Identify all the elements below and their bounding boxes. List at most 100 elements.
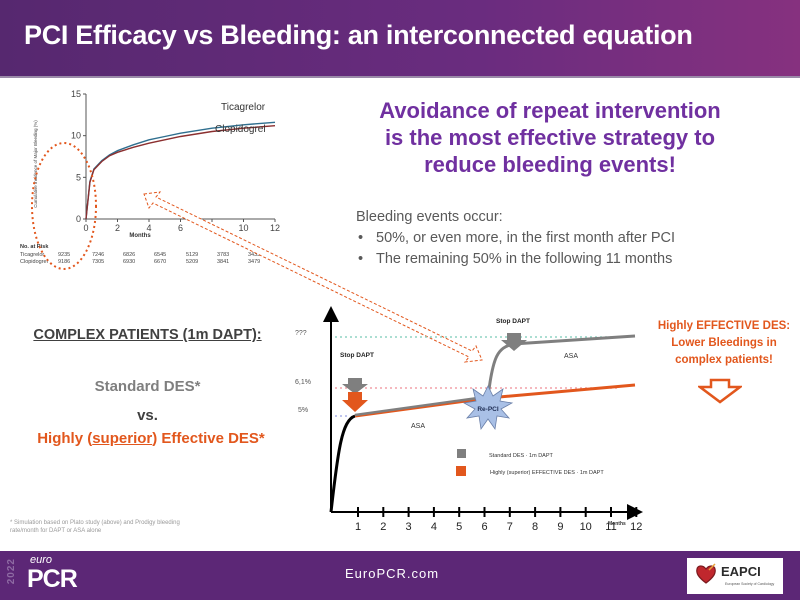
eapci-logo: EAPCI European Society of Cardiology (687, 558, 783, 594)
callout-line: Lower Bleedings in (671, 337, 777, 349)
headline-line: reduce bleeding events! (424, 152, 676, 177)
double-arrow-icon (143, 191, 483, 363)
risk-cell: 6545 (154, 252, 166, 258)
re-pci-burst-icon (462, 385, 514, 431)
risk-cell: 3841 (217, 259, 229, 265)
bullet-item: 50%, or even more, in the first month af… (356, 228, 675, 249)
eapci-sub: European Society of Cardiology (725, 582, 775, 586)
ref-label-6-1: 6,1% (295, 379, 311, 386)
bullet-item: The remaining 50% in the following 11 mo… (356, 249, 675, 270)
highly-effective-des-label: Highly (superior) Effective DES* (20, 430, 282, 447)
re-pci-label: Re-PCI (477, 406, 499, 413)
down-arrow-outline-icon (698, 378, 742, 404)
plato-line-clopidogrel (85, 125, 276, 220)
vs-label: vs. (137, 407, 158, 424)
legend-ticagrelor: Ticagrelor (221, 102, 266, 113)
logo-pcr: PCR (27, 565, 78, 593)
risk-cell: 3783 (217, 252, 229, 258)
stop-dapt-label: Stop DAPT (340, 352, 374, 359)
legend-swatch-standard (457, 449, 466, 458)
risk-cell: 9186 (58, 259, 70, 265)
risk-cell: 5129 (186, 252, 198, 258)
connector-arrow (143, 191, 483, 363)
highly-underlined: superior (92, 430, 153, 447)
risk-row-name: Ticagrelor (20, 252, 44, 258)
headline-line: is the most effective strategy to (384, 125, 716, 150)
headline-line: Avoidance of repeat intervention (379, 98, 721, 123)
risk-cell: 3433 (248, 252, 260, 258)
x-tick-label: 11 (605, 521, 616, 533)
risk-cell: 7305 (92, 259, 104, 265)
stop-dapt-label-2: Stop DAPT (496, 318, 530, 325)
plato-y-axis-label: Cumulative Incidence of Major Bleeding (… (33, 120, 38, 208)
plato-bleeding-chart: 024681012051015 Ticagrelor Clopidogrel C… (20, 89, 280, 270)
stop-dapt-arrow-gray-2-icon (501, 333, 527, 351)
plato-y-tick-label: 10 (71, 131, 81, 141)
plato-x-tick-label: 12 (270, 223, 280, 233)
callout-line: Highly EFFECTIVE DES: (657, 320, 791, 332)
plato-x-tick-label: 6 (178, 223, 183, 233)
stop-dapt-arrow-gray-icon (342, 378, 368, 394)
risk-cell: 6670 (154, 259, 166, 265)
plato-x-tick-label: 10 (238, 223, 248, 233)
risk-cell: 9235 (58, 252, 70, 258)
risk-cell: 6930 (123, 259, 135, 265)
highlight-circle (31, 142, 97, 270)
standard-des-line-early (354, 395, 486, 417)
x-tick-label: 1 (355, 521, 361, 533)
callout-line: complex patients! (675, 354, 773, 366)
highly-prefix: Highly ( (37, 430, 93, 447)
risk-cell: 7246 (92, 252, 104, 258)
heart-icon (696, 563, 716, 584)
page-title: PCI Efficacy vs Bleeding: an interconnec… (24, 20, 693, 50)
legend-clopidogrel: Clopidogrel (215, 124, 266, 135)
plato-y-tick-label: 0 (76, 214, 81, 224)
legend-highly: Highly (superior) EFFECTIVE DES · 1m DAP… (490, 470, 604, 476)
asa-label: ASA (411, 423, 425, 430)
risk-table: Ticagrelor 9235 7246 6826 6545 5129 3783 3433 Cl… (20, 252, 260, 265)
x-tick-label: 2 (380, 521, 386, 533)
bleeding-info: Bleeding events occur: 50%, or even more… (356, 207, 675, 270)
plato-x-tick-label: 0 (83, 223, 88, 233)
complex-patients-title: COMPLEX PATIENTS (1m DAPT): (33, 327, 262, 343)
plato-y-tick-label: 15 (71, 89, 81, 99)
standard-des-label: Standard DES* (94, 378, 201, 395)
callout: Highly EFFECTIVE DES: Lower Bleedings in… (650, 318, 798, 369)
x-tick-label: 5 (456, 521, 462, 533)
risk-row-name: Clopidogrel (20, 259, 48, 265)
footnote: * Simulation based on Plato study (above… (10, 520, 180, 534)
x-tick-label: 3 (406, 521, 412, 533)
highly-suffix: ) Effective DES* (152, 430, 265, 447)
x-axis-ticks: 1 2 3 4 5 6 7 8 9 10 11 12 (355, 507, 642, 533)
months-label: Months (608, 521, 626, 527)
risk-cell: 6826 (123, 252, 135, 258)
x-tick-label: 4 (431, 521, 437, 533)
risk-cell: 5209 (186, 259, 198, 265)
asa-label-2: ASA (564, 353, 578, 360)
stop-dapt-arrow-orange-icon (342, 392, 368, 412)
risk-table-title: No. at Risk (20, 244, 49, 250)
ref-label-unknown: ??? (295, 330, 307, 337)
risk-cell: 3479 (248, 259, 260, 265)
logo-year: 2022 (6, 558, 17, 585)
x-tick-label: 6 (481, 521, 487, 533)
ref-label-5: 5% (298, 407, 308, 414)
initial-bleeding-curve (329, 414, 356, 513)
plato-x-tick-label: 4 (146, 223, 151, 233)
title-bar: PCI Efficacy vs Bleeding: an interconnec… (0, 0, 800, 78)
simulation-chart: ??? 6,1% 5% 1 2 3 4 5 6 7 8 9 10 11 12 Months Stop … (295, 306, 643, 533)
legend-standard: Standard DES · 1m DAPT (489, 453, 554, 459)
eapci-name: EAPCI (721, 564, 761, 579)
x-tick-label: 12 (630, 521, 642, 533)
footer-url-link[interactable]: EuroPCR.com (345, 566, 440, 581)
x-tick-label: 10 (580, 521, 592, 533)
logo-euro: euro (30, 554, 53, 566)
headline: Avoidance of repeat intervention is the … (350, 97, 750, 178)
x-tick-label: 9 (557, 521, 563, 533)
plato-y-tick-label: 5 (76, 172, 81, 182)
x-tick-label: 8 (532, 521, 538, 533)
bleeding-intro: Bleeding events occur: (356, 209, 503, 225)
plato-x-tick-label: 2 (115, 223, 120, 233)
plato-chart-lines (85, 121, 276, 220)
footer (0, 551, 800, 600)
